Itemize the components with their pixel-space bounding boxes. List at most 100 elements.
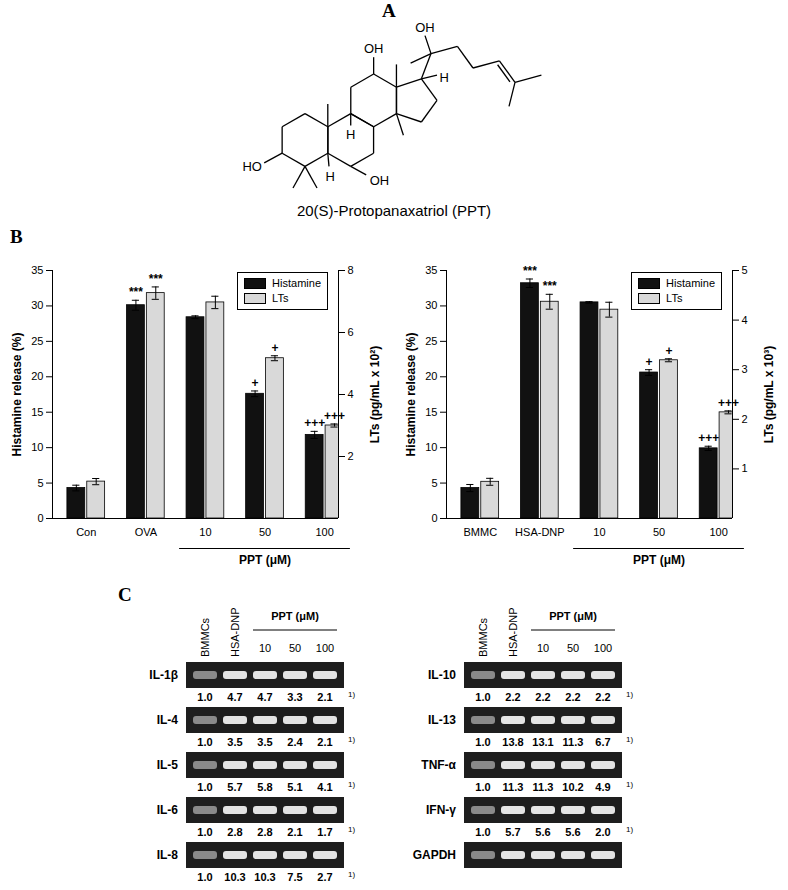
svg-text:1.0: 1.0 [475,781,490,793]
svg-text:3.3: 3.3 [287,691,302,703]
svg-text:IFN-γ: IFN-γ [426,803,456,817]
svg-text:+: + [665,344,672,358]
svg-text:OH: OH [415,20,434,35]
svg-text:5: 5 [37,477,43,489]
svg-text:4: 4 [742,314,748,326]
svg-text:1): 1) [626,735,633,744]
svg-text:100: 100 [315,526,333,538]
svg-text:100: 100 [594,642,612,654]
svg-text:Con: Con [76,526,96,538]
svg-text:6: 6 [348,326,354,338]
svg-text:3.5: 3.5 [257,736,272,748]
svg-text:IL-8: IL-8 [157,848,179,862]
svg-text:20: 20 [425,370,437,382]
svg-text:PPT (μM): PPT (μM) [633,553,685,567]
svg-text:1): 1) [348,825,355,834]
svg-text:30: 30 [31,299,43,311]
svg-text:50: 50 [653,526,665,538]
svg-text:IL-10: IL-10 [428,668,456,682]
svg-text:***: *** [149,272,163,286]
svg-text:HSA-DNP: HSA-DNP [507,607,519,657]
svg-text:5.1: 5.1 [287,781,302,793]
svg-text:+: + [646,355,653,369]
svg-text:15: 15 [425,406,437,418]
svg-text:H: H [326,169,335,184]
svg-text:35: 35 [31,264,43,276]
svg-text:1): 1) [626,825,633,834]
svg-text:LTs (pg/mL x 10³): LTs (pg/mL x 10³) [762,346,776,443]
svg-text:2.8: 2.8 [227,826,242,838]
svg-text:2.1: 2.1 [317,736,332,748]
svg-text:5.6: 5.6 [535,826,550,838]
svg-text:2.1: 2.1 [287,826,302,838]
svg-text:5.7: 5.7 [505,826,520,838]
svg-text:IL-6: IL-6 [157,803,179,817]
svg-text:IL-4: IL-4 [157,713,179,727]
svg-text:OH: OH [370,173,389,188]
svg-text:1.0: 1.0 [197,691,212,703]
svg-text:11.3: 11.3 [503,781,524,793]
svg-text:BMMCs: BMMCs [199,617,211,657]
svg-text:2: 2 [348,450,354,462]
svg-text:10: 10 [593,526,605,538]
svg-text:10: 10 [31,441,43,453]
svg-text:GAPDH: GAPDH [413,848,456,862]
svg-text:PPT (μM): PPT (μM) [239,553,291,567]
svg-text:H: H [440,70,449,85]
svg-text:5.7: 5.7 [227,781,242,793]
svg-text:PPT (μM): PPT (μM) [271,610,319,622]
svg-text:1.0: 1.0 [475,691,490,703]
svg-text:50: 50 [259,526,271,538]
svg-text:10: 10 [425,441,437,453]
svg-text:BMMC: BMMC [463,526,497,538]
svg-text:1.0: 1.0 [197,781,212,793]
svg-text:25: 25 [31,335,43,347]
svg-text:+: + [271,341,278,355]
svg-text:+++: +++ [698,431,719,445]
svg-text:1): 1) [626,780,633,789]
svg-text:30: 30 [425,299,437,311]
svg-text:HSA-DNP: HSA-DNP [229,607,241,657]
svg-text:2.1: 2.1 [317,691,332,703]
svg-text:10.3: 10.3 [254,871,275,883]
svg-text:15: 15 [31,406,43,418]
svg-text:3: 3 [742,363,748,375]
svg-text:4.9: 4.9 [595,781,610,793]
svg-text:IL-1β: IL-1β [149,668,178,682]
svg-text:20: 20 [31,370,43,382]
svg-text:LTs (pg/mL x 10²): LTs (pg/mL x 10²) [368,346,382,443]
svg-text:5.6: 5.6 [565,826,580,838]
svg-text:OVA: OVA [135,526,158,538]
svg-text:2.8: 2.8 [257,826,272,838]
svg-text:TNF-α: TNF-α [421,758,456,772]
svg-text:1): 1) [348,690,355,699]
svg-text:4: 4 [348,388,354,400]
svg-text:11.3: 11.3 [563,736,584,748]
svg-text:11.3: 11.3 [533,781,554,793]
svg-text:0: 0 [431,512,437,524]
svg-text:2.2: 2.2 [535,691,550,703]
svg-text:2.2: 2.2 [505,691,520,703]
svg-text:4.7: 4.7 [227,691,242,703]
svg-text:50: 50 [289,642,301,654]
svg-text:2: 2 [742,413,748,425]
svg-text:1): 1) [626,690,633,699]
svg-text:10: 10 [259,642,271,654]
svg-text:5.8: 5.8 [257,781,272,793]
svg-text:1): 1) [348,780,355,789]
svg-text:1): 1) [348,870,355,879]
svg-text:***: *** [129,285,143,299]
svg-text:+++: +++ [718,396,739,410]
svg-text:8: 8 [348,264,354,276]
svg-text:+++: +++ [324,409,345,423]
svg-text:***: *** [543,279,557,293]
svg-text:0: 0 [37,512,43,524]
svg-text:7.5: 7.5 [287,871,302,883]
svg-text:2.2: 2.2 [565,691,580,703]
svg-text:2.0: 2.0 [595,826,610,838]
svg-text:1.0: 1.0 [197,871,212,883]
svg-text:4.7: 4.7 [257,691,272,703]
svg-text:1.0: 1.0 [475,736,490,748]
svg-text:10: 10 [199,526,211,538]
svg-text:IL-13: IL-13 [428,713,456,727]
